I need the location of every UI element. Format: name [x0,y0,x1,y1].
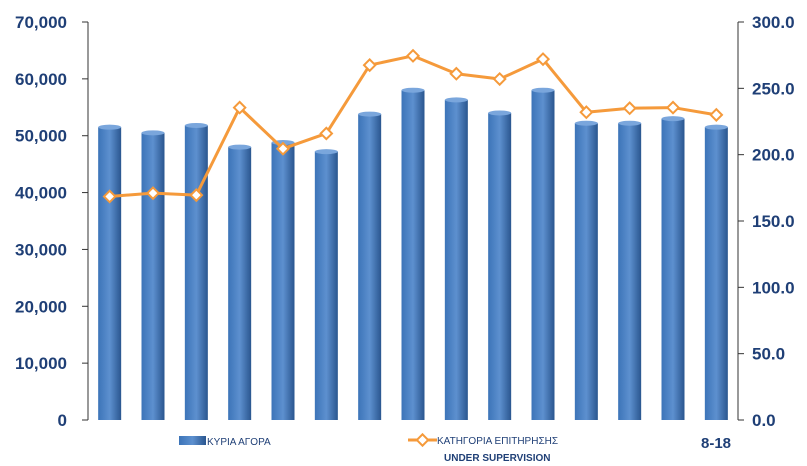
line-point [492,71,507,87]
line-point [275,141,291,156]
line-point [579,105,594,120]
line-point [405,48,421,63]
bar-cap [531,87,555,93]
bar [184,125,208,420]
legend-label-line: ΚΑΤΗΓΟΡΙΑ ΕΠΙΤΗΡΗΣΗΣ [437,436,558,447]
line-point [449,66,464,81]
line-point [362,58,377,73]
right-tick-label: 0.0 [752,411,776,430]
line-point [102,189,117,204]
right-tick-label: 50.0 [752,345,785,364]
bar-cap [661,116,685,122]
line-series [102,48,724,204]
legend-swatch-marker [415,432,430,448]
line-point [145,186,161,201]
bar [401,90,425,420]
bar [98,127,122,420]
bar [141,132,165,420]
bar-cap [488,110,512,116]
left-tick-label: 70,000 [15,13,67,32]
line-point [622,101,637,116]
right-tick-label: 150.0 [752,212,795,231]
right-y-axis: 0.0 50.0 100.0 150.0 200.0 250.0 300.0 [737,13,795,430]
legend-item-bars: ΚΥΡΙΑ ΑΓΟΡΑ [179,436,271,448]
line-point [189,188,204,203]
line-point [665,100,681,115]
bar-cap [228,144,252,150]
right-tick-label: 300.0 [752,13,795,32]
legend-swatch-bars [179,436,206,445]
legend-label-bars: ΚΥΡΙΑ ΑΓΟΡΑ [207,437,271,448]
bar [271,142,295,420]
left-tick-label: 50,000 [15,127,67,146]
bar-cap [98,124,122,130]
bar-cap [184,122,208,128]
bar [488,112,512,420]
bar [444,99,468,420]
bar-cap [704,124,728,130]
left-tick-label: 40,000 [15,184,67,203]
right-tick-label: 100.0 [752,278,795,297]
legend-label-line-2: UNDER SUPERVISION [444,453,551,464]
bar [228,147,252,421]
legend-item-line: ΚΑΤΗΓΟΡΙΑ ΕΠΙΤΗΡΗΣΗΣ UNDER SUPERVISION [408,432,558,464]
line-point [319,126,334,141]
right-tick-label: 250.0 [752,79,795,98]
bar-cap [358,111,382,117]
bar-cap [401,87,425,93]
bar-series [98,87,728,421]
line-point [535,52,551,67]
left-tick-label: 10,000 [15,354,67,373]
corner-text-fragment: 8-18 [701,435,731,452]
left-tick-label: 0 [58,411,67,430]
legend: ΚΥΡΙΑ ΑΓΟΡΑ ΚΑΤΗΓΟΡΙΑ ΕΠΙΤΗΡΗΣΗΣ UNDER S… [179,432,558,464]
left-tick-label: 20,000 [15,297,67,316]
bar [618,123,642,420]
right-tick-label: 200.0 [752,146,795,165]
bar [358,114,382,420]
left-tick-label: 30,000 [15,240,67,259]
bar [704,127,728,420]
left-tick-label: 60,000 [15,70,67,89]
bar [574,123,598,420]
line-point [232,100,247,115]
bar-cap [314,149,338,155]
bar-cap [574,120,598,126]
bar [531,90,555,420]
bar [314,151,338,421]
bar-cap [444,97,468,103]
left-y-axis: 0 10,000 20,000 30,000 40,000 50,000 60,000 70,… [15,13,89,430]
bar-cap [141,130,165,136]
bar [661,118,685,421]
bar-cap [618,120,642,126]
line-point [709,107,724,122]
